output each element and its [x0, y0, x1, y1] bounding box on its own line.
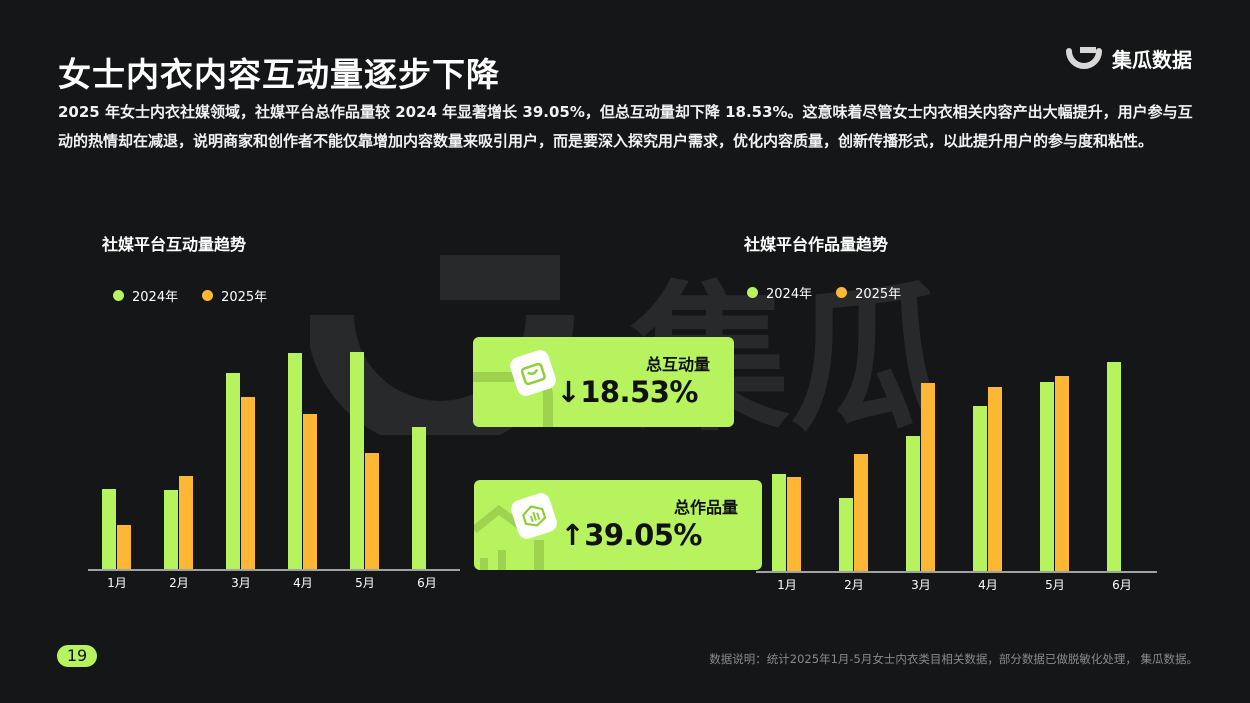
- bar-2024-2: [164, 490, 178, 569]
- legend-interaction: 2024年 2025年: [113, 286, 267, 305]
- bar-2025-1: [787, 477, 801, 571]
- kpi-value-interaction: ↓18.53%: [556, 375, 698, 409]
- chart-title-works: 社媒平台作品量趋势: [744, 235, 889, 254]
- legend-label-2024: 2024年: [766, 287, 813, 302]
- footnote: 数据说明：统计2025年1月-5月女士内衣类目相关数据，部分数据已做脱敏化处理，…: [709, 652, 1198, 666]
- bar-2024-5: [350, 352, 364, 569]
- bar-2024-2: [839, 498, 853, 571]
- x-tick-label: 1月: [777, 578, 797, 592]
- arrow-down-icon: ↓: [556, 375, 581, 409]
- kpi-label-interaction: 总互动量: [645, 355, 710, 374]
- x-tick-label: 1月: [107, 576, 127, 590]
- kpi-value-text: 18.53%: [580, 375, 698, 409]
- legend-label-2025: 2025年: [221, 290, 268, 305]
- legend-item-2024: 2024年: [747, 283, 812, 302]
- chart-title-interaction: 社媒平台互动量趋势: [102, 235, 247, 254]
- kpi-value-text: 39.05%: [584, 518, 702, 552]
- bar-2024-4: [973, 406, 987, 571]
- legend-label-2024: 2024年: [132, 290, 179, 305]
- x-tick-label: 5月: [355, 576, 375, 590]
- legend-swatch-2024: [113, 290, 124, 301]
- bar-2025-4: [303, 414, 317, 569]
- bar-2025-3: [241, 397, 255, 569]
- legend-swatch-2025: [202, 290, 214, 301]
- bar-2024-4: [288, 353, 302, 569]
- kpi-label-works: 总作品量: [673, 498, 738, 517]
- x-tick-label: 6月: [417, 576, 437, 590]
- page-number: 19: [57, 645, 97, 667]
- x-tick-label: 3月: [911, 578, 931, 592]
- kpi-value-works: ↑39.05%: [560, 518, 702, 552]
- bar-2024-6: [1107, 362, 1121, 571]
- x-tick-label: 2月: [844, 578, 864, 592]
- x-tick-label: 3月: [231, 576, 251, 590]
- bag-icon: [507, 347, 559, 399]
- bar-2024-5: [1040, 382, 1054, 571]
- bar-2025-3: [921, 383, 935, 571]
- legend-label-2025: 2025年: [855, 287, 902, 302]
- bar-2025-2: [179, 476, 193, 569]
- bar-2024-3: [226, 373, 240, 569]
- bar-2024-1: [102, 489, 116, 569]
- legend-swatch-2025: [836, 287, 848, 298]
- page-title: 女士内衣内容互动量逐步下降: [58, 55, 500, 94]
- legend-item-2024: 2024年: [113, 286, 178, 305]
- x-tick-label: 2月: [169, 576, 189, 590]
- brand-logo: 集瓜数据: [1066, 44, 1192, 73]
- bar-2025-4: [988, 387, 1002, 571]
- bar-2025-2: [854, 454, 868, 571]
- legend-item-2025: 2025年: [836, 283, 901, 302]
- legend-works: 2024年 2025年: [747, 283, 901, 302]
- legend-item-2025: 2025年: [202, 286, 267, 305]
- bar-2024-6: [412, 427, 426, 569]
- bar-2025-5: [1055, 376, 1069, 571]
- x-tick-label: 4月: [978, 578, 998, 592]
- bar-2024-1: [772, 474, 786, 571]
- x-tick-label: 6月: [1112, 578, 1132, 592]
- bar-2024-3: [906, 436, 920, 571]
- kpi-card-works: 总作品量 ↑39.05%: [474, 480, 762, 570]
- x-tick-label: 4月: [293, 576, 313, 590]
- description-text: 2025 年女士内衣社媒领域，社媒平台总作品量较 2024 年显著增长 39.0…: [58, 103, 1193, 150]
- legend-swatch-2024: [747, 287, 758, 298]
- jigua-logo-icon: [1066, 46, 1102, 69]
- arrow-up-icon: ↑: [560, 518, 585, 552]
- chart-icon: [508, 490, 560, 542]
- bar-2025-5: [365, 453, 379, 569]
- bar-2025-1: [117, 525, 131, 569]
- kpi-card-interaction: 总互动量 ↓18.53%: [473, 337, 734, 427]
- x-tick-label: 5月: [1045, 578, 1065, 592]
- brand-name: 集瓜数据: [1112, 48, 1192, 72]
